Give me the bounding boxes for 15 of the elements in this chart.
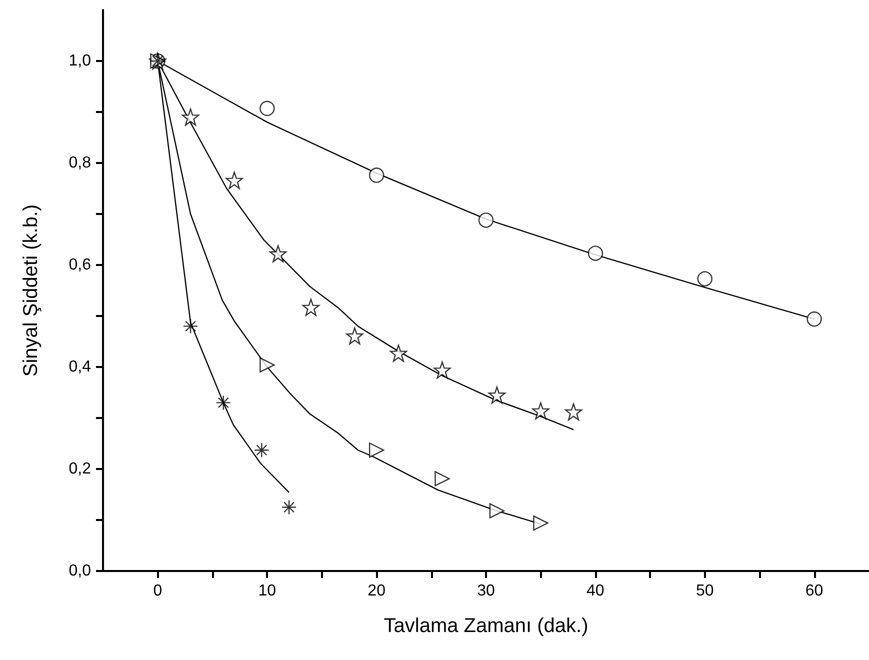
x-tick-label: 50 [696, 582, 714, 600]
x-tick-label: 20 [368, 582, 386, 600]
x-tick-label: 30 [477, 582, 495, 600]
x-tick-label: 60 [805, 582, 824, 600]
x-tick-label: 10 [258, 582, 276, 600]
y-tick-label: 0,8 [68, 154, 92, 172]
y-tick-label: 1,0 [68, 52, 92, 70]
x-axis-title: Tavlama Zamanı (dak.) [384, 615, 588, 637]
x-tick-label: 40 [586, 582, 604, 600]
y-axis-title: Sinyal Şiddeti (k.b.) [20, 204, 42, 377]
y-tick-label: 0,0 [68, 562, 92, 580]
x-tick-label: 0 [153, 582, 162, 600]
y-tick-label: 0,2 [68, 460, 92, 478]
y-tick-label: 0,6 [68, 256, 92, 274]
y-tick-label: 0,4 [68, 358, 92, 376]
